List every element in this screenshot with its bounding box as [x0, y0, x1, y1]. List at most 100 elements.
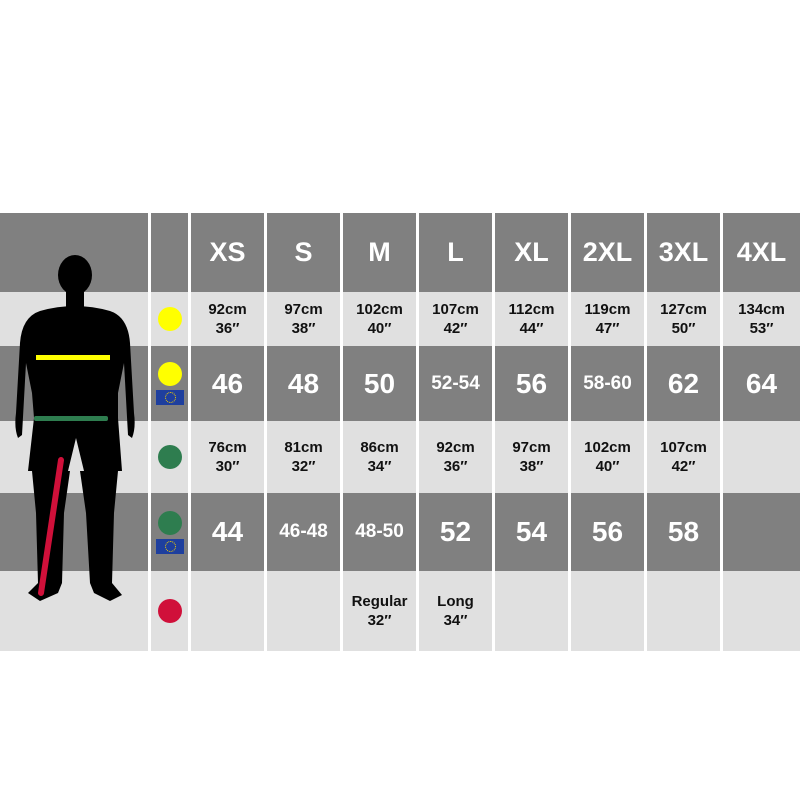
measurement-cell: 97cm 38″ [267, 292, 340, 346]
measurement-cell: 92cm 36″ [191, 292, 264, 346]
measurement-secondary: 44″ [519, 320, 544, 337]
measurement-primary: 127cm [660, 301, 707, 318]
measurement-cell: 86cm 34″ [343, 421, 416, 493]
size-header-4xl: 4XL [723, 213, 800, 292]
size-header-l: L [419, 213, 492, 292]
figure-cell [0, 571, 148, 651]
measurement-cell [495, 571, 568, 651]
indicator-cell [151, 292, 188, 346]
size-header-m: M [343, 213, 416, 292]
measurement-cell: 127cm 50″ [647, 292, 720, 346]
measurement-cell [723, 571, 800, 651]
measurement-cell [723, 421, 800, 493]
eu-flag-icon [155, 538, 184, 554]
eu-size-cell: 58-60 [571, 346, 644, 421]
measurement-primary: 97cm [284, 301, 323, 318]
indicator-cell [151, 571, 188, 651]
measurement-cell: 112cm 44″ [495, 292, 568, 346]
eu-size-cell: 56 [571, 493, 644, 571]
measurement-primary: 119cm [584, 301, 631, 318]
eu-size-cell: 56 [495, 346, 568, 421]
leg-dot-icon [157, 599, 182, 623]
waist-dot-icon [157, 445, 182, 469]
eu-size-cell: 62 [647, 346, 720, 421]
eu-size-cell: 48-50 [343, 493, 416, 571]
chest-dot-icon [157, 362, 182, 386]
eu-size-cell: 54 [495, 493, 568, 571]
figure-cell [0, 213, 148, 292]
measurement-cell: 107cm 42″ [647, 421, 720, 493]
measurement-cell: 102cm 40″ [343, 292, 416, 346]
measurement-secondary: 38″ [291, 320, 316, 337]
indicator-cell [151, 346, 188, 421]
measurement-secondary: 40″ [595, 458, 620, 475]
measurement-primary: 86cm [360, 439, 399, 456]
figure-cell [0, 346, 148, 421]
measurement-primary: 92cm [436, 439, 475, 456]
measurement-cell: 76cm 30″ [191, 421, 264, 493]
eu-size-cell [723, 493, 800, 571]
eu-size-cell: 50 [343, 346, 416, 421]
measurement-secondary: 40″ [367, 320, 392, 337]
measurement-cell: 81cm 32″ [267, 421, 340, 493]
measurement-primary: Regular [351, 593, 408, 610]
measurement-cell: 134cm 53″ [723, 292, 800, 346]
measurement-secondary: 47″ [595, 320, 620, 337]
figure-cell [0, 421, 148, 493]
measurement-primary: 81cm [284, 439, 323, 456]
eu-size-cell: 52-54 [419, 346, 492, 421]
measurement-secondary: 32″ [367, 612, 392, 629]
measurement-secondary: 53″ [749, 320, 774, 337]
measurement-primary: 107cm [660, 439, 707, 456]
measurement-cell: 92cm 36″ [419, 421, 492, 493]
eu-size-cell: 46 [191, 346, 264, 421]
size-chart-table: XS S M L XL 2XL 3XL 4XL 92cm 36″ 97cm 38″ 102cm 40″ 10… [0, 213, 800, 651]
measurement-secondary: 36″ [443, 458, 468, 475]
measurement-primary: 102cm [584, 439, 631, 456]
size-header-xl: XL [495, 213, 568, 292]
measurement-primary: 107cm [432, 301, 479, 318]
measurement-cell [647, 571, 720, 651]
measurement-secondary: 34″ [367, 458, 392, 475]
waist-dot-icon [157, 510, 182, 535]
indicator-header-cell [151, 213, 188, 292]
measurement-primary: 102cm [356, 301, 403, 318]
eu-flag-icon [155, 390, 184, 405]
eu-size-cell: 46-48 [267, 493, 340, 571]
measurement-cell: 97cm 38″ [495, 421, 568, 493]
size-header-s: S [267, 213, 340, 292]
indicator-cell [151, 421, 188, 493]
measurement-primary: Long [437, 593, 474, 610]
figure-cell [0, 292, 148, 346]
indicator-cell [151, 493, 188, 571]
eu-size-cell: 44 [191, 493, 264, 571]
chest-dot-icon [157, 307, 182, 331]
eu-size-cell: 52 [419, 493, 492, 571]
measurement-secondary: 32″ [291, 458, 316, 475]
measurement-cell: Regular 32″ [343, 571, 416, 651]
measurement-cell: 107cm 42″ [419, 292, 492, 346]
measurement-primary: 112cm [508, 301, 555, 318]
size-header-2xl: 2XL [571, 213, 644, 292]
measurement-cell: 119cm 47″ [571, 292, 644, 346]
measurement-secondary: 42″ [443, 320, 468, 337]
eu-size-cell: 58 [647, 493, 720, 571]
measurement-secondary: 30″ [215, 458, 240, 475]
size-header-3xl: 3XL [647, 213, 720, 292]
measurement-primary: 92cm [208, 301, 247, 318]
measurement-cell [191, 571, 264, 651]
measurement-primary: 76cm [208, 439, 247, 456]
figure-cell [0, 493, 148, 571]
measurement-cell [267, 571, 340, 651]
eu-size-cell: 48 [267, 346, 340, 421]
measurement-secondary: 50″ [671, 320, 696, 337]
measurement-primary: 134cm [738, 301, 785, 318]
size-header-xs: XS [191, 213, 264, 292]
measurement-cell: Long 34″ [419, 571, 492, 651]
measurement-secondary: 42″ [671, 458, 696, 475]
measurement-secondary: 36″ [215, 320, 240, 337]
measurement-secondary: 34″ [443, 612, 468, 629]
measurement-cell: 102cm 40″ [571, 421, 644, 493]
eu-size-cell: 64 [723, 346, 800, 421]
measurement-primary: 97cm [512, 439, 551, 456]
